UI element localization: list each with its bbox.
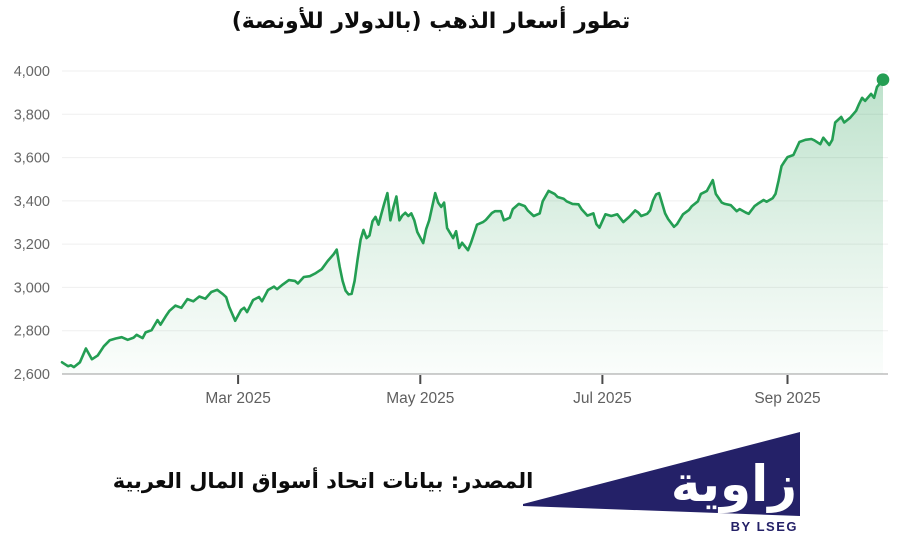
gold-price-line-chart: 2,600 2,800 3,000 3,200 3,400 3,600 3,800 4,000… [14,64,890,407]
y-tick-label: 2,800 [14,324,50,340]
last-price-marker [876,73,890,86]
price-area-fill [62,79,883,374]
y-tick-label: 3,000 [14,280,50,296]
x-tick-label: May 2025 [386,390,454,407]
x-tick-label: Mar 2025 [205,390,270,407]
logo-brand-text: زاوية [671,455,797,514]
zawya-logo: زاوية BY LSEG [523,432,800,534]
logo-byline: BY LSEG [731,519,798,534]
y-tick-label: 3,600 [14,151,50,167]
source-text: المصدر: بيانات اتحاد أسواق المال العربية [112,469,534,493]
x-tick-label: Sep 2025 [754,390,820,407]
logo-wedge [523,432,800,516]
chart-title: تطور أسعار الذهب (بالدولار للأونصة) [231,9,631,34]
y-tick-label: 3,200 [14,237,50,253]
y-tick-label: 3,800 [14,107,50,123]
y-tick-label: 4,000 [14,64,50,80]
y-tick-label: 2,600 [14,367,50,383]
price-line [60,78,885,369]
x-tick-label: Jul 2025 [573,390,632,407]
y-tick-label: 3,400 [14,194,50,210]
